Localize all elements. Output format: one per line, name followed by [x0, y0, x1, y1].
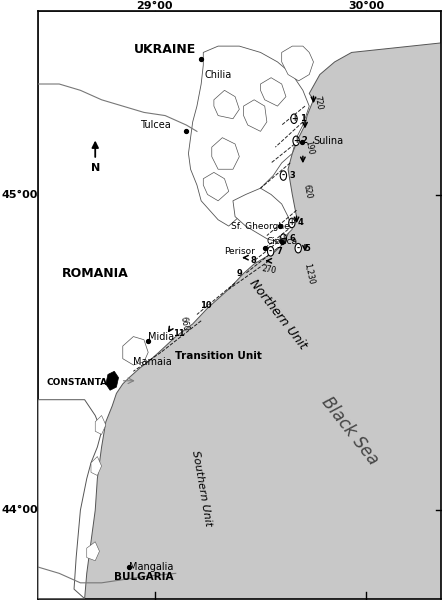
Text: BULGARIA: BULGARIA [114, 572, 174, 581]
Text: 8: 8 [251, 256, 257, 265]
Polygon shape [91, 457, 102, 475]
Text: Mangalia: Mangalia [129, 562, 174, 572]
Polygon shape [203, 172, 229, 201]
Text: CONSTANTA: CONSTANTA [47, 378, 108, 387]
Text: Midia: Midia [148, 332, 174, 341]
Text: 10: 10 [200, 301, 212, 310]
Polygon shape [123, 337, 148, 365]
Text: 45°00: 45°00 [2, 190, 38, 200]
Text: ROMANIA: ROMANIA [62, 267, 129, 280]
Polygon shape [106, 371, 118, 390]
Text: 660: 660 [179, 316, 190, 332]
Text: 620: 620 [301, 184, 313, 199]
Circle shape [280, 234, 286, 244]
Text: 9: 9 [236, 269, 242, 278]
Text: +: + [291, 114, 297, 123]
Text: 29°00: 29°00 [136, 1, 173, 11]
Text: +: + [280, 234, 286, 243]
Polygon shape [95, 415, 106, 434]
Text: Transition Unit: Transition Unit [175, 350, 262, 361]
Polygon shape [38, 400, 102, 599]
Polygon shape [260, 77, 286, 106]
Text: 30°00: 30°00 [348, 1, 385, 11]
Polygon shape [214, 91, 239, 119]
Text: 2: 2 [302, 136, 308, 145]
Text: Chilia: Chilia [205, 70, 232, 80]
Text: N: N [91, 163, 100, 173]
Text: Tulcea: Tulcea [140, 120, 171, 130]
Polygon shape [38, 11, 441, 599]
Text: 44°00: 44°00 [1, 505, 38, 515]
Circle shape [267, 247, 274, 256]
Circle shape [291, 114, 297, 124]
Text: 5: 5 [304, 244, 310, 253]
Polygon shape [188, 46, 309, 226]
Text: 11: 11 [172, 329, 184, 338]
Text: Mamaia: Mamaia [133, 357, 172, 367]
Text: -: - [297, 244, 300, 253]
Polygon shape [212, 137, 239, 169]
Polygon shape [282, 46, 313, 81]
Text: 720: 720 [312, 95, 324, 111]
Text: 190: 190 [303, 139, 315, 155]
Text: Ciotica: Ciotica [266, 238, 297, 247]
Text: Sulina: Sulina [313, 136, 343, 146]
Text: Southern Unit: Southern Unit [190, 449, 213, 527]
Text: Black Sea: Black Sea [317, 394, 381, 469]
Polygon shape [87, 542, 99, 561]
Text: -: - [269, 247, 272, 256]
Circle shape [293, 136, 299, 146]
Text: 3: 3 [289, 171, 295, 180]
Circle shape [289, 218, 295, 227]
Text: UKRAINE: UKRAINE [134, 43, 196, 56]
Text: +: + [293, 136, 299, 145]
Polygon shape [233, 188, 292, 242]
Text: 7: 7 [276, 247, 282, 256]
Text: Perisor: Perisor [224, 247, 255, 256]
Circle shape [280, 171, 286, 180]
Text: 1,230: 1,230 [303, 262, 316, 285]
Circle shape [295, 244, 301, 253]
Text: +: + [289, 218, 295, 227]
Text: Sf. Gheorghe: Sf. Gheorghe [231, 221, 290, 230]
Text: 4: 4 [297, 218, 304, 227]
Text: 1: 1 [300, 114, 305, 123]
Text: 270: 270 [261, 265, 277, 276]
Polygon shape [244, 100, 267, 131]
Text: -: - [282, 171, 285, 180]
Text: 6: 6 [289, 234, 295, 243]
Text: Northern Unit: Northern Unit [246, 277, 309, 352]
